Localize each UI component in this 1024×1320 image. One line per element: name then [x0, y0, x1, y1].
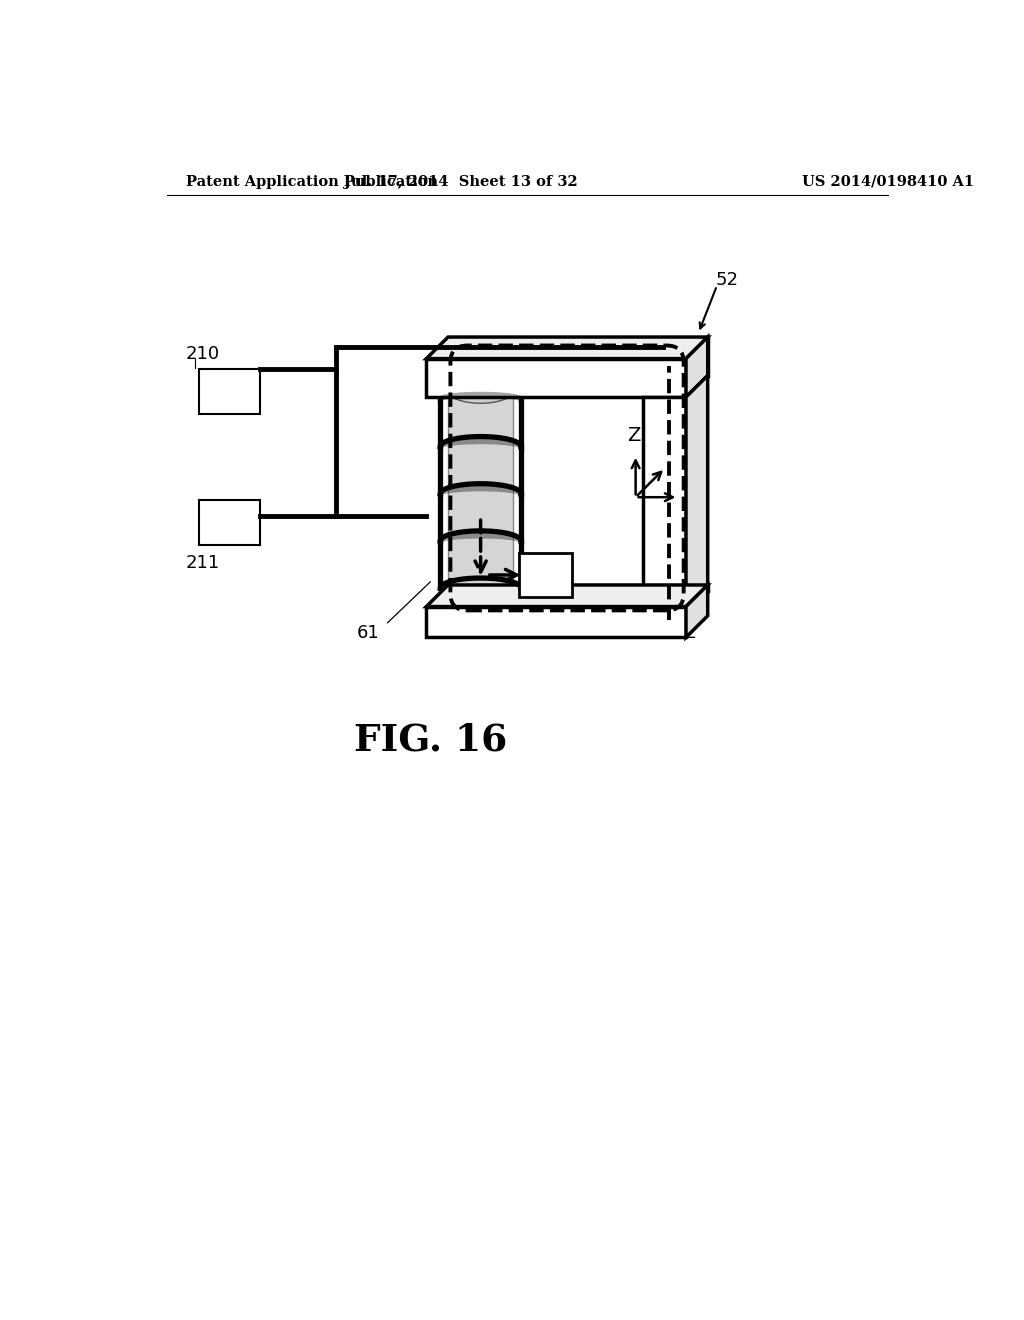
Bar	[449, 391, 513, 601]
Text: FIG. 16: FIG. 16	[353, 721, 507, 758]
Text: 61b: 61b	[444, 624, 478, 643]
Polygon shape	[686, 337, 708, 397]
Text: 61a: 61a	[599, 624, 633, 643]
Text: 62: 62	[675, 624, 697, 643]
Text: 52: 52	[716, 271, 738, 289]
Polygon shape	[426, 607, 686, 638]
Text: 10: 10	[532, 624, 555, 643]
Text: 210: 210	[186, 345, 220, 363]
Bar	[200, 370, 260, 414]
Ellipse shape	[449, 379, 513, 404]
Polygon shape	[426, 585, 708, 607]
Polygon shape	[426, 359, 686, 397]
Text: Z: Z	[628, 426, 641, 445]
Ellipse shape	[449, 589, 513, 614]
Text: Jul. 17, 2014  Sheet 13 of 32: Jul. 17, 2014 Sheet 13 of 32	[344, 174, 579, 189]
Text: X: X	[687, 487, 700, 507]
Text: Patent Application Publication: Patent Application Publication	[186, 174, 438, 189]
Bar	[519, 553, 572, 598]
Text: 61: 61	[357, 624, 380, 643]
Text: 211: 211	[186, 554, 220, 573]
Polygon shape	[686, 376, 708, 612]
Bar	[200, 500, 260, 545]
Polygon shape	[643, 397, 686, 612]
Polygon shape	[686, 585, 708, 638]
Polygon shape	[426, 337, 708, 359]
Text: Y: Y	[670, 445, 682, 463]
Text: US 2014/0198410 A1: US 2014/0198410 A1	[802, 174, 975, 189]
